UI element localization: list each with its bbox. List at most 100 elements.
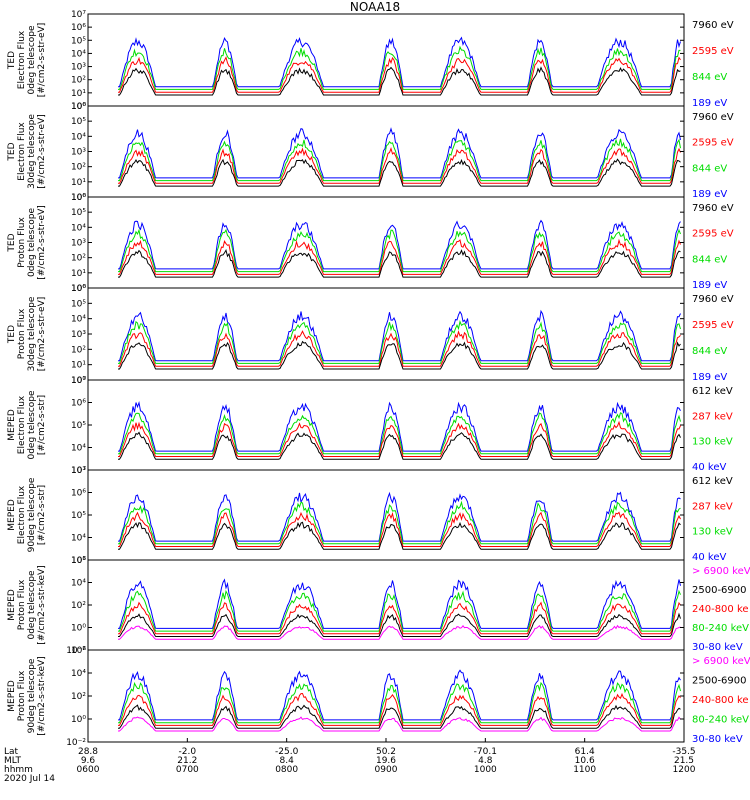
y-tick-label: 10¹ <box>71 361 86 371</box>
y-tick-label: 10⁴ <box>71 49 86 59</box>
y-tick-label: 10² <box>71 345 86 355</box>
y-tick-label: 10⁵ <box>71 117 86 127</box>
y-tick-label: 10⁵ <box>71 36 86 46</box>
y-axis-label-line: [#/cm2-s-str-keV] <box>37 656 47 735</box>
legend-entry: 240-800 ke <box>692 695 749 706</box>
x-tick-lat: -25.0 <box>275 747 299 757</box>
legend-entry: 7960 eV <box>692 20 734 31</box>
y-axis-label-line: 0deg telescope <box>27 390 37 460</box>
y-tick-label: 10³ <box>71 63 86 73</box>
y-tick-label: 10⁷ <box>71 376 86 386</box>
y-axis-label: MEPED Electron Flux 90deg telescope [#/cm2-… <box>7 477 47 552</box>
y-tick-label: 10² <box>71 692 86 702</box>
x-tick-hhmm: 0600 <box>77 765 100 775</box>
series-trace <box>118 219 681 270</box>
y-tick-label: 10⁵ <box>71 421 86 431</box>
y-axis-label-line: Electron Flux <box>17 395 27 454</box>
y-axis-label-line: 90deg telescope <box>27 658 37 733</box>
legend-entry: 130 keV <box>692 527 733 538</box>
x-tick-lat: -70.1 <box>474 747 497 757</box>
legend-entry: 189 eV <box>692 189 727 200</box>
series-trace <box>118 521 681 550</box>
series-trace <box>118 146 681 184</box>
y-tick-label: 10⁶ <box>71 23 86 33</box>
legend-entry: 130 keV <box>692 437 733 448</box>
legend-entry: 844 eV <box>692 163 727 174</box>
x-tick-mlt: 10.6 <box>575 756 595 766</box>
series-trace <box>118 692 681 726</box>
legend-entry: 189 eV <box>692 372 727 383</box>
y-tick-label: 10⁵ <box>71 299 86 309</box>
series-trace <box>118 66 681 96</box>
y-tick-label: 10⁶ <box>71 556 86 566</box>
y-axis-label-line: Proton Flux <box>17 670 27 721</box>
chart-title: NOAA18 <box>349 0 401 14</box>
legend-entry: > 6900 keV <box>692 566 750 577</box>
x-tick-lat: -2.0 <box>179 747 197 757</box>
y-tick-label: 10² <box>71 163 86 173</box>
x-tick-hhmm: 0800 <box>275 765 298 775</box>
x-row-label: Lat <box>4 747 19 757</box>
y-tick-label: 10⁰ <box>71 284 86 294</box>
y-tick-label: 10⁰ <box>71 193 86 203</box>
y-tick-label: 10¹ <box>71 269 86 279</box>
y-axis-label: MEPED Proton Flux 90deg telescope [#/cm2-s-… <box>7 656 47 735</box>
y-tick-label: 10³ <box>71 330 86 340</box>
panel-5 <box>118 400 681 460</box>
series-trace <box>118 45 681 90</box>
x-tick-lat: 50.2 <box>376 747 396 757</box>
y-tick-label: 10⁶ <box>71 646 86 656</box>
series-trace <box>118 56 681 93</box>
legend-entry: 189 eV <box>692 280 727 291</box>
y-axis-label: MEPED Proton Flux 0deg telescope [#/cm2-s-s… <box>7 565 47 644</box>
x-tick-hhmm: 1000 <box>474 765 497 775</box>
y-tick-label: 10⁵ <box>71 208 86 218</box>
x-row-label: MLT <box>4 756 22 766</box>
y-axis-label: TED Electron Flux 0deg telescope [#/cm2-s-s… <box>7 23 47 98</box>
series-trace <box>118 340 681 370</box>
y-tick-label: 10⁰ <box>71 715 86 725</box>
y-tick-label: 10⁵ <box>71 511 86 521</box>
series-trace <box>118 420 681 457</box>
legend-entry: 240-800 ke <box>692 604 749 615</box>
legend-entry: 2500-6900 <box>692 676 747 687</box>
y-tick-label: 10⁴ <box>71 534 86 544</box>
x-tick-mlt: 8.4 <box>280 756 295 766</box>
series-trace <box>118 511 681 547</box>
y-axis-label-line: [#/cm2-s-str] <box>37 395 47 455</box>
y-tick-label: 10⁴ <box>71 223 86 233</box>
legend-entry: 844 eV <box>692 346 727 357</box>
y-tick-label: 10⁻² <box>66 646 86 656</box>
legend-entry: 30-80 keV <box>692 642 743 653</box>
x-tick-hhmm: 1200 <box>673 765 696 775</box>
series-trace <box>118 704 681 729</box>
legend-entry: 844 eV <box>692 254 727 265</box>
y-axis-label-line: TED <box>7 233 17 252</box>
y-tick-label: 10⁷ <box>71 10 86 20</box>
legend-entry: 7960 eV <box>692 112 734 123</box>
x-tick-mlt: 9.6 <box>81 756 96 766</box>
y-axis-label-line: Proton Flux <box>17 579 27 630</box>
y-axis-label-line: MEPED <box>7 499 17 531</box>
legend-entry: 287 keV <box>692 501 733 512</box>
y-axis-label-line: [#/cm2-s-str] <box>37 485 47 545</box>
y-axis-label-line: [#/cm2-s-str-keV] <box>37 565 47 644</box>
y-tick-label: 10⁰ <box>71 376 86 386</box>
series-trace <box>118 248 681 278</box>
x-tick-hhmm: 1100 <box>573 765 596 775</box>
x-tick-mlt: 21.5 <box>674 756 694 766</box>
x-tick-hhmm: 0900 <box>375 765 398 775</box>
legend-entry: 844 eV <box>692 72 727 83</box>
series-trace <box>118 412 681 455</box>
y-axis-label: TED Electron Flux 30deg telescope [#/cm2-s-… <box>7 114 47 189</box>
y-tick-label: 10² <box>71 601 86 611</box>
y-tick-label: 10⁰ <box>71 624 86 634</box>
x-tick-lat: 61.4 <box>575 747 595 757</box>
y-axis-label-line: Proton Flux <box>17 217 27 268</box>
series-trace <box>118 320 681 364</box>
series-trace <box>118 589 681 632</box>
y-axis-label-line: MEPED <box>7 589 17 621</box>
y-axis-label-line: MEPED <box>7 409 17 441</box>
legend-entry: 287 keV <box>692 411 733 422</box>
